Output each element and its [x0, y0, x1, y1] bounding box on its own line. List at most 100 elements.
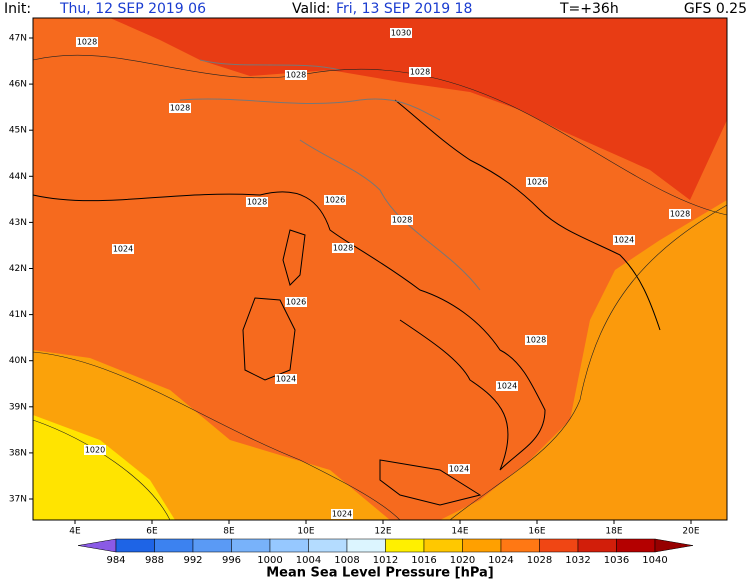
valid-time: Fri, 13 SEP 2019 18: [336, 1, 472, 17]
isobar-label-bg: [613, 235, 635, 245]
forecast-step: T=+36h: [559, 1, 619, 17]
isobar-label-bg: [409, 67, 431, 77]
lon-label: 12E: [374, 527, 391, 537]
valid-label: Valid:: [292, 1, 330, 17]
isobar: [32, 54, 728, 216]
colorbar-box: [115, 538, 155, 553]
colorbar-box: [231, 538, 271, 553]
colorbar-box: [616, 538, 656, 553]
coastline: [282, 229, 306, 286]
colorbar-label: 1008: [334, 555, 359, 566]
colorbar-label: 1032: [565, 555, 590, 566]
isobar: [32, 419, 171, 521]
coastline: [379, 459, 482, 506]
isobars: [32, 54, 728, 521]
coastline: [32, 191, 546, 471]
isobar: [449, 204, 728, 521]
colorbar-label: 992: [183, 555, 202, 566]
lon-label: 6E: [146, 527, 158, 537]
lat-label: 38N: [9, 448, 27, 458]
isobar-label: 1028: [247, 198, 267, 207]
lat-label: 45N: [9, 126, 27, 136]
pressure-field: [33, 415, 175, 520]
colorbar-box: [577, 538, 617, 553]
isobar-label: 1024: [113, 245, 133, 254]
isobar-label-bg: [112, 244, 134, 254]
lon-label: 8E: [223, 527, 235, 537]
lon-label: 14E: [451, 527, 468, 537]
isobar-label-bg: [285, 297, 307, 307]
isobar-label: 1028: [77, 38, 97, 47]
isobar-label: 1028: [170, 104, 190, 113]
isobar-labels: 1028 1030 1028 1028 1028 1026 1028 1028 1026 1028…: [76, 28, 691, 519]
colorbar-box: [500, 538, 540, 553]
colorbar-label: 1020: [450, 555, 475, 566]
axes: 47N 46N 45N 44N 43N 42N 41N 40N 39N 38N 37N 4E 6E 8E 1…: [9, 34, 700, 537]
colorbar-box: [308, 538, 348, 553]
coastline: [394, 99, 661, 331]
lat-label: 46N: [9, 80, 27, 90]
map-area: 1028 1030 1028 1028 1028 1026 1028 1028 1026 1028…: [32, 17, 728, 521]
isobar-label: 1020: [85, 446, 105, 455]
colorbar-end: [654, 538, 694, 553]
colorbar: 984 988 992 996 1000 1004 1008 1012 1016 1020 1024…: [77, 538, 694, 566]
isobar-label: 1024: [497, 382, 517, 391]
isobar-label: 1024: [332, 510, 352, 519]
isobar-label: 1030: [391, 29, 411, 38]
isobar-label-bg: [496, 381, 518, 391]
colorbar-label: 1004: [296, 555, 321, 566]
lat-label: 44N: [9, 172, 27, 182]
colorbar-box: [423, 538, 463, 553]
isobar-label: 1028: [392, 216, 412, 225]
colorbar-box: [385, 538, 425, 553]
isobar-label: 1028: [526, 336, 546, 345]
colorbar-box: [462, 538, 502, 553]
isobar-label: 1024: [614, 236, 634, 245]
colorbar-label: 1040: [642, 555, 667, 566]
lat-label: 37N: [9, 495, 27, 505]
header: Init: Thu, 12 SEP 2019 06 Valid: Fri, 13…: [4, 1, 747, 17]
lat-label: 41N: [9, 310, 27, 320]
isobar-label-bg: [169, 103, 191, 113]
isobar-label-bg: [332, 243, 354, 253]
colorbar-label: 988: [145, 555, 164, 566]
pressure-field: [110, 18, 727, 200]
colorbar-end: [77, 538, 117, 553]
colorbar-label: 1024: [488, 555, 513, 566]
isobar-label-bg: [331, 509, 353, 519]
colorbar-label: 984: [106, 555, 125, 566]
pressure-field: [440, 200, 727, 520]
isobar-label-bg: [448, 464, 470, 474]
isobar-label: 1024: [449, 465, 469, 474]
lon-label: 18E: [605, 527, 622, 537]
isobar-label-bg: [669, 209, 691, 219]
isobar-label: 1028: [670, 210, 690, 219]
colorbar-box: [539, 538, 579, 553]
colorbar-label: 996: [222, 555, 241, 566]
init-time: Thu, 12 SEP 2019 06: [59, 1, 206, 17]
isobar-label-bg: [390, 28, 412, 38]
lon-label: 20E: [682, 527, 699, 537]
colorbar-box: [269, 538, 309, 553]
model-name: GFS 0.25: [684, 1, 747, 17]
isobar-label: 1026: [286, 298, 306, 307]
isobar-label-bg: [76, 37, 98, 47]
isobar-label: 1026: [527, 178, 547, 187]
lat-label: 42N: [9, 264, 27, 274]
colorbar-label: 1000: [257, 555, 282, 566]
colorbar-title: Mean Sea Level Pressure [hPa]: [266, 566, 494, 581]
isobar-label: 1026: [325, 196, 345, 205]
lat-label: 43N: [9, 218, 27, 228]
lon-label: 16E: [528, 527, 545, 537]
colorbar-box: [346, 538, 386, 553]
isobar-label-bg: [324, 195, 346, 205]
colorbar-label: 1028: [527, 555, 552, 566]
colorbar-label: 1016: [411, 555, 436, 566]
colorbar-label: 1012: [373, 555, 398, 566]
lon-label: 4E: [69, 527, 81, 537]
isobar-label-bg: [391, 215, 413, 225]
lon-label: 10E: [297, 527, 314, 537]
isobar-label: 1028: [286, 71, 306, 80]
lat-label: 39N: [9, 402, 27, 412]
